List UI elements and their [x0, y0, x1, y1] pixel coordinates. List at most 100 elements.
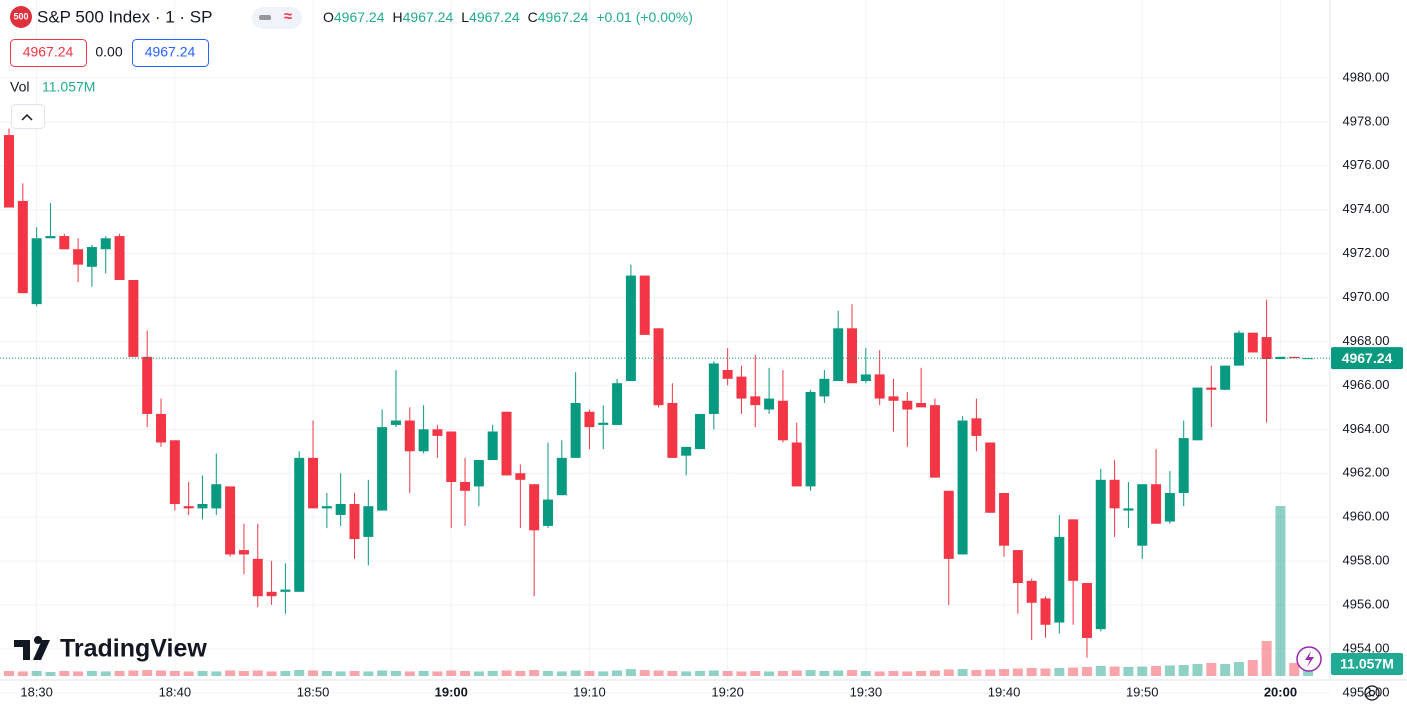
candle-body — [418, 429, 429, 452]
candle-body — [1054, 536, 1065, 623]
volume-bar — [1081, 666, 1092, 676]
candle-body — [999, 492, 1010, 546]
volume-bar — [860, 671, 871, 676]
last-price-label: 4967.24 — [1342, 350, 1393, 366]
y-tick-label: 4962.00 — [1343, 465, 1390, 480]
volume-bar — [1137, 666, 1148, 676]
candle-body — [349, 503, 360, 540]
ohlc-value: 4967.24 — [334, 9, 385, 25]
volume-bar — [1261, 641, 1272, 676]
volume-bar — [1123, 666, 1134, 676]
candle-body — [501, 411, 512, 476]
status-pill[interactable] — [252, 7, 302, 29]
candle-body — [570, 402, 581, 458]
candle-body — [791, 442, 802, 487]
candle-body — [542, 499, 553, 526]
candle-body — [31, 238, 42, 305]
candle-body — [1040, 598, 1051, 625]
x-tick-label: 19:00 — [435, 684, 468, 699]
symbol-badge[interactable] — [10, 6, 32, 28]
volume-bar — [1289, 662, 1300, 676]
volume-bar — [736, 671, 747, 676]
candle-body — [1206, 387, 1217, 390]
candle-body — [1151, 484, 1162, 524]
symbol-title[interactable]: S&P 500 Index · 1 · SP — [37, 7, 212, 26]
volume-bar — [515, 671, 526, 676]
volume-bar — [197, 671, 208, 676]
x-tick-label: 18:50 — [297, 684, 330, 699]
candle-body — [805, 391, 816, 487]
last-price-tag — [1331, 347, 1403, 370]
logo-mark — [14, 636, 50, 660]
volume-bar — [916, 671, 927, 676]
settings-button[interactable] — [1364, 685, 1380, 701]
candle-body — [238, 550, 249, 555]
y-tick-label: 4966.00 — [1343, 377, 1390, 392]
volume-bar — [542, 671, 553, 676]
volume-bar — [252, 670, 263, 676]
candle-body — [847, 328, 858, 384]
volume-bar — [943, 669, 954, 676]
candle-body — [1233, 332, 1244, 366]
volume-bar — [225, 670, 236, 676]
volume-bar — [805, 670, 816, 676]
candle-body — [169, 440, 180, 504]
volume-bar — [156, 670, 167, 676]
volume-bar — [59, 671, 70, 676]
y-tick-label: 4956.00 — [1343, 596, 1390, 611]
candle-body — [916, 402, 927, 408]
y-tick-label: 4980.00 — [1343, 69, 1390, 84]
collapse-icon — [21, 113, 33, 121]
candle-body — [1026, 580, 1037, 603]
sell-button[interactable] — [10, 39, 87, 67]
volume-bar — [404, 671, 415, 676]
candle-body — [225, 486, 236, 555]
volume-bar — [625, 669, 636, 676]
volume-bar — [777, 671, 788, 676]
candle-body — [280, 589, 291, 592]
candle-body — [736, 376, 747, 399]
x-tick-label: 19:20 — [711, 684, 744, 699]
volume-bar — [833, 670, 844, 676]
sell-price: 4967.24 — [23, 44, 74, 60]
candle-body — [294, 457, 305, 592]
candle-body — [1220, 365, 1231, 390]
candle-body — [888, 396, 899, 401]
ohlc-key: L — [461, 9, 469, 25]
volume-bar — [819, 671, 830, 676]
volume-bar — [1040, 668, 1051, 676]
volume-layer — [4, 506, 1314, 676]
candle-body — [874, 374, 885, 399]
candle-body — [819, 378, 830, 397]
candle-body — [1068, 519, 1079, 581]
candle-body — [639, 275, 650, 335]
buy-button[interactable] — [132, 39, 209, 67]
volume-bar — [321, 671, 332, 676]
candle-body — [17, 200, 28, 294]
candle-body — [584, 411, 595, 428]
volume-bar — [238, 671, 249, 676]
candle-body — [515, 473, 526, 480]
y-tick-label: 4972.00 — [1343, 245, 1390, 260]
candle-body — [1137, 484, 1148, 546]
volume-bar — [598, 671, 609, 676]
candle-body — [625, 275, 636, 382]
volume-bar — [556, 671, 567, 676]
candle-body — [1109, 479, 1120, 509]
y-tick-label: 4954.00 — [1343, 640, 1390, 655]
volume-bar — [653, 670, 664, 676]
candle-body — [211, 484, 222, 509]
volume-bar — [681, 671, 692, 676]
ohlc-key: C — [528, 9, 538, 25]
candle-body — [183, 506, 194, 509]
volume-bar — [639, 670, 650, 676]
symbol-badge-text: 500 — [13, 11, 28, 21]
volume-bar — [612, 670, 623, 676]
candle-body — [902, 400, 913, 410]
buy-price: 4967.24 — [145, 44, 196, 60]
candle-body — [750, 396, 761, 406]
candle-body — [473, 460, 484, 487]
candle-body — [128, 279, 139, 357]
volume-bar — [183, 671, 194, 676]
